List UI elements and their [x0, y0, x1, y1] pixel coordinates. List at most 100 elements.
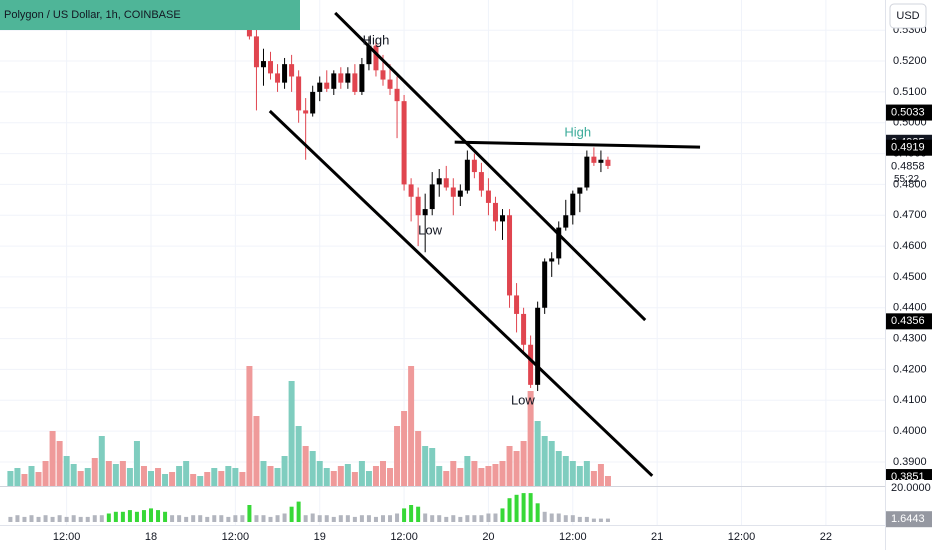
- indicator-bar: [296, 501, 301, 522]
- indicator-bar: [50, 516, 55, 522]
- indicator-bar: [366, 515, 371, 522]
- indicator-bar: [226, 516, 231, 522]
- annotation: High: [363, 32, 390, 47]
- volume-bar: [379, 461, 386, 486]
- volume-bar: [260, 461, 267, 486]
- candle-body: [429, 184, 435, 210]
- volume-bar: [583, 461, 590, 486]
- volume-bar: [457, 468, 464, 486]
- volume-bar: [330, 471, 337, 486]
- price-pane: High Low Low High: [246, 0, 701, 477]
- indicator-bar: [184, 516, 189, 522]
- indicator-bar: [219, 515, 224, 522]
- volume-bar: [232, 468, 239, 486]
- volume-bar: [450, 461, 457, 486]
- volume-bar: [204, 472, 211, 486]
- currency-button[interactable]: [889, 3, 927, 29]
- x-tick-label: 12:00: [728, 531, 756, 543]
- volume-bar: [548, 441, 555, 486]
- candle-body: [471, 159, 477, 173]
- volume-bar: [42, 461, 49, 486]
- volume-bar: [576, 466, 583, 486]
- candle-body: [422, 209, 428, 216]
- indicator-bar: [380, 515, 385, 522]
- indicator-bar: [345, 515, 350, 522]
- candle-body: [289, 64, 295, 77]
- candle-body: [345, 73, 351, 83]
- volume-bar: [408, 366, 415, 486]
- indicator-bar: [451, 515, 456, 522]
- candle-body: [535, 307, 541, 385]
- y-tick-label: 0.4500: [893, 271, 927, 283]
- price-label-box: [886, 511, 932, 528]
- candle-body: [528, 344, 534, 385]
- volume-bar: [246, 366, 253, 486]
- x-tick-label: 22: [820, 531, 832, 543]
- indicator-bar: [479, 515, 484, 522]
- currency-label[interactable]: USD: [896, 10, 919, 22]
- y-tick-label: 0.4700: [893, 209, 927, 221]
- indicator-bar: [233, 515, 238, 522]
- indicator-bar: [71, 515, 76, 522]
- symbol-header: [0, 0, 300, 30]
- x-tick-label: 18: [145, 531, 157, 543]
- candle-body: [605, 159, 611, 166]
- indicator-bar: [465, 515, 470, 522]
- indicator-bar: [402, 508, 407, 522]
- price-axis: 0.3900 0.4000 0.4100 0.4200 0.4300 0.4400 0.45…: [53, 24, 932, 543]
- candle-body: [507, 215, 513, 296]
- candle-body: [464, 159, 470, 191]
- volume-bar: [148, 471, 155, 486]
- volume-bar: [77, 471, 84, 486]
- x-tick-label: 12:00: [222, 531, 250, 543]
- indicator-bar: [163, 511, 168, 522]
- indicator-bar: [338, 515, 343, 522]
- candle-body: [457, 190, 463, 197]
- volume-bar: [365, 471, 372, 486]
- volume-bar: [527, 391, 534, 486]
- indicator-bar: [212, 515, 217, 522]
- volume-bar: [422, 446, 429, 486]
- x-tick-label: 12:00: [390, 531, 418, 543]
- trend-line: [334, 11, 647, 322]
- volume-bar: [169, 472, 176, 486]
- indicator-bar: [317, 515, 322, 522]
- indicator-bar: [310, 513, 315, 522]
- volume-bar: [394, 426, 401, 486]
- candle-body: [260, 61, 266, 68]
- indicator-bar: [416, 506, 421, 522]
- volume-bar: [464, 456, 471, 486]
- candle-body: [352, 73, 358, 92]
- indicator-bar: [268, 516, 273, 522]
- indicator-bar: [584, 516, 589, 522]
- volume-bar: [267, 466, 274, 486]
- y-tick-label: 0.4800: [893, 178, 927, 190]
- candle-body: [373, 45, 379, 71]
- indicator-bar: [556, 513, 561, 522]
- volume-bar: [197, 476, 204, 486]
- y-tick-label: 0.5100: [893, 86, 927, 98]
- y-tick-label: 0.3900: [893, 456, 927, 468]
- candle-body: [443, 178, 449, 188]
- candle-body: [303, 110, 309, 114]
- x-tick-label: 20: [482, 531, 494, 543]
- indicator-bar: [352, 516, 357, 522]
- annotation: Low: [511, 392, 535, 407]
- indicator-bar: [303, 515, 308, 522]
- indicator-bar: [605, 518, 610, 522]
- y-tick-label: 0.4300: [893, 333, 927, 345]
- indicator-bar: [134, 511, 139, 522]
- indicator-bar: [22, 516, 27, 522]
- candle-body: [570, 193, 576, 216]
- x-tick-label: 12:00: [53, 531, 81, 543]
- volume-bar: [562, 456, 569, 486]
- price-label: 0.4356: [891, 315, 925, 327]
- volume-bar: [211, 468, 218, 486]
- volume-bar: [492, 464, 499, 486]
- x-tick-label: 19: [314, 531, 326, 543]
- candle-body: [338, 73, 344, 83]
- candle-body: [359, 64, 365, 92]
- candle-body: [436, 178, 442, 185]
- indicator-bar: [359, 515, 364, 522]
